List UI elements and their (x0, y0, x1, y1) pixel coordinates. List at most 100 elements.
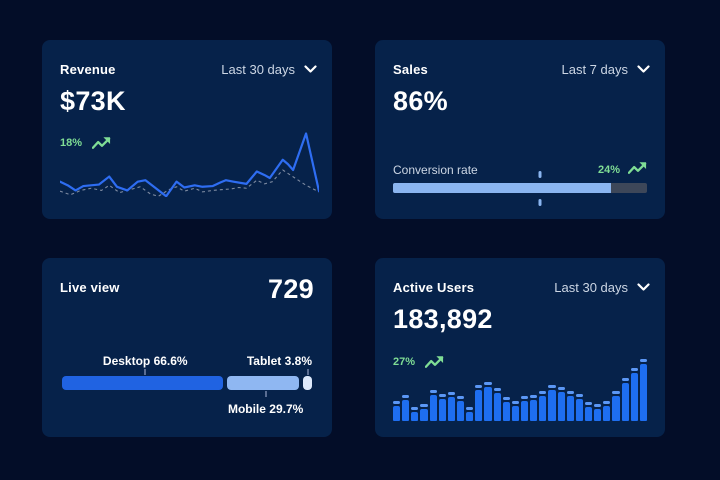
bar-cap (630, 368, 638, 372)
bar-body (584, 407, 593, 421)
revenue-delta-value: 18% (60, 137, 83, 149)
bar (594, 403, 602, 421)
revenue-line-chart (60, 124, 319, 197)
label-desktop: Desktop 66.6% (102, 354, 188, 368)
bar-body (438, 399, 446, 421)
bar (584, 402, 593, 421)
bar (466, 407, 474, 421)
sales-value: 86% (393, 86, 448, 116)
label-mobile: Mobile 29.7% (227, 402, 304, 416)
live-view-value: 729 (268, 274, 314, 304)
active-users-period-label: Last 30 days (554, 280, 628, 295)
device-stacked-bar (62, 376, 312, 390)
bar-cap (520, 396, 529, 400)
bar-cap (639, 359, 647, 362)
bar (511, 400, 519, 421)
bar-body (502, 402, 510, 421)
bar (429, 390, 437, 421)
bar (393, 400, 401, 421)
bar (502, 397, 510, 421)
bar-body (411, 412, 419, 421)
bar-cap (438, 394, 446, 398)
bar (630, 368, 638, 421)
active-users-period-dropdown[interactable]: Last 30 days (554, 280, 650, 295)
active-users-value: 183,892 (393, 304, 493, 334)
sales-period-label: Last 7 days (561, 62, 629, 77)
tick-tablet (306, 369, 309, 375)
bar (530, 394, 538, 421)
bar (475, 385, 483, 421)
bar-body (447, 396, 455, 421)
bar-cap (493, 388, 501, 392)
active-users-card-title: Active Users (393, 280, 475, 295)
trending-up-icon (425, 355, 444, 369)
active-users-delta: 27% (393, 355, 444, 369)
bar (557, 386, 565, 421)
bar-cap (557, 386, 565, 390)
bar-cap (447, 391, 455, 395)
segment-desktop (62, 376, 224, 390)
bar-body (548, 390, 556, 421)
revenue-card-title: Revenue (60, 62, 116, 77)
bar (420, 404, 428, 421)
bar-body (402, 399, 410, 421)
bar-body (429, 395, 437, 421)
bar-cap (621, 377, 629, 381)
bar-cap (575, 394, 583, 398)
bar-body (603, 405, 611, 421)
bar (566, 391, 574, 421)
bar (575, 394, 583, 421)
bar-body (575, 399, 583, 421)
trending-up-icon (92, 136, 111, 150)
sales-delta-value: 24% (597, 163, 620, 176)
active-users-bar-chart (393, 359, 647, 421)
bar-cap (393, 400, 401, 404)
bar-cap (530, 394, 538, 398)
segment-tablet (302, 376, 312, 390)
bar-body (511, 405, 519, 421)
revenue-period-label: Last 30 days (221, 62, 295, 77)
device-breakdown: Desktop 66.6% Mobile 29.7% Tablet 3.8% (62, 354, 312, 434)
bar-cap (429, 390, 437, 393)
conversion-rate-label: Conversion rate (393, 162, 478, 177)
bar-body (493, 393, 501, 421)
bar-body (475, 390, 483, 421)
bar-body (621, 382, 629, 421)
bar-cap (603, 400, 611, 404)
bar-body (539, 396, 547, 421)
live-view-card: Live view 729 Desktop 66.6% Mobile 29.7% T… (42, 258, 332, 437)
bar-body (530, 399, 538, 421)
bar (548, 385, 556, 421)
tick-desktop (144, 369, 147, 375)
bar-cap (539, 391, 547, 395)
bar-cap (402, 394, 410, 398)
bar (612, 391, 620, 421)
bar-body (520, 401, 529, 421)
bar-cap (548, 385, 556, 389)
progress-fill (393, 183, 612, 193)
segment-mobile (227, 376, 299, 390)
bar (411, 407, 419, 421)
bar (539, 391, 547, 421)
bar (639, 359, 647, 421)
bar-body (594, 408, 602, 421)
bar (621, 377, 629, 421)
bar-cap (484, 381, 492, 385)
revenue-period-dropdown[interactable]: Last 30 days (221, 62, 317, 77)
bar-cap (420, 404, 428, 408)
sales-card-title: Sales (393, 62, 428, 77)
bar-body (466, 412, 474, 421)
bar-body (484, 386, 492, 421)
bar-cap (594, 403, 602, 407)
revenue-value: $73K (60, 86, 126, 116)
sales-period-dropdown[interactable]: Last 7 days (562, 62, 651, 77)
bar-body (393, 405, 401, 421)
active-users-delta-value: 27% (393, 356, 416, 368)
revenue-card: Revenue Last 30 days $73K 18% (42, 40, 332, 219)
label-tablet: Tablet 3.8% (246, 354, 312, 368)
bar-cap (466, 407, 474, 411)
bar (493, 388, 501, 421)
conversion-progress-bar (393, 171, 647, 206)
bar-cap (411, 407, 419, 411)
sales-card: Sales Last 7 days 86% Conversion rate 24… (375, 40, 665, 219)
